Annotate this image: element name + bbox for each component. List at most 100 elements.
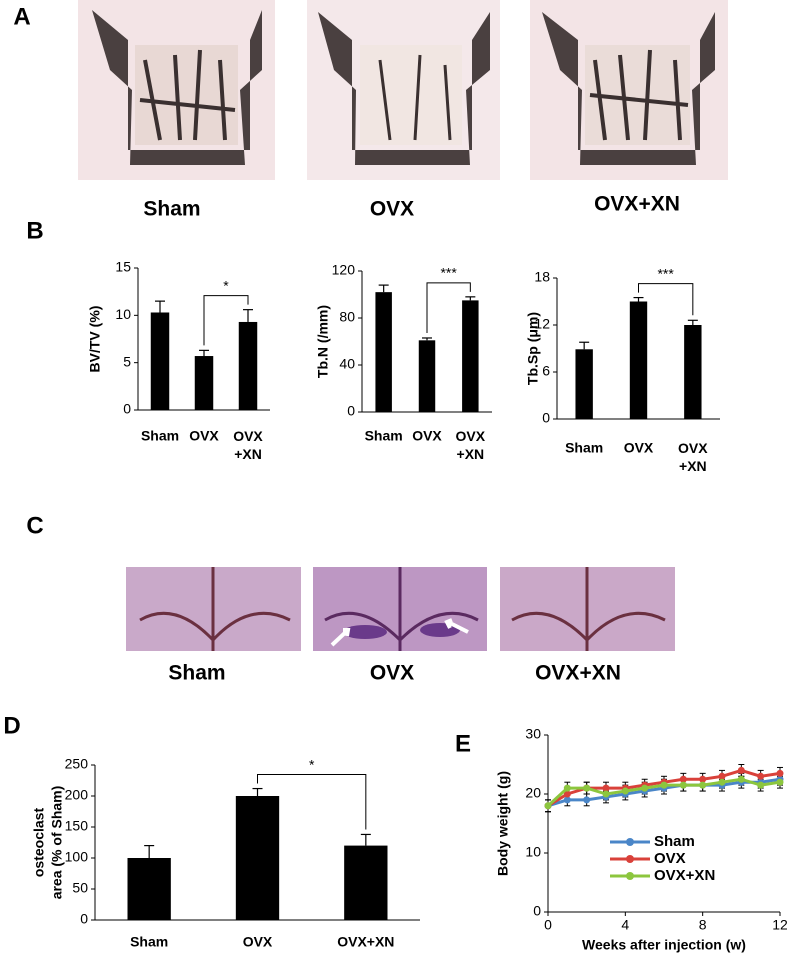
point [544, 802, 552, 810]
error-bar [155, 300, 165, 313]
histology-image [78, 0, 275, 180]
error-bar [687, 319, 698, 325]
x-tick-label: OVX+XN [233, 428, 263, 462]
y-tick-label: 20 [525, 785, 541, 801]
point [737, 775, 745, 783]
bar [418, 340, 436, 412]
y-tick-label: 15 [115, 259, 131, 275]
y-tick-label: 100 [65, 849, 89, 865]
histology-image [307, 0, 500, 180]
significance-label: *** [657, 265, 674, 281]
point [563, 784, 571, 792]
point [563, 796, 571, 804]
panel-letter: E [455, 730, 471, 757]
error-bar [378, 284, 389, 293]
x-tick-label: OVX+XN [678, 440, 708, 474]
point [641, 784, 649, 792]
image-label: Sham [168, 662, 225, 685]
point [699, 775, 707, 783]
bar [235, 796, 280, 920]
significance-label: * [309, 756, 315, 772]
significance-bracket [257, 774, 367, 830]
error-bar [422, 337, 432, 341]
bar [344, 845, 388, 920]
image-label: OVX [370, 198, 414, 221]
error-bar [360, 833, 371, 846]
y-tick-label: 200 [65, 787, 89, 803]
y-tick-label: 0 [542, 410, 550, 426]
x-tick-label: Sham [365, 428, 403, 444]
histology-images [78, 0, 728, 180]
image-label: OVX [370, 662, 414, 685]
error-bar [633, 296, 644, 302]
point [563, 790, 571, 798]
bar [194, 356, 214, 410]
y-tick-label: 10 [115, 306, 131, 322]
panel-letter: D [3, 712, 20, 739]
y-axis-label: Tb.N (/mm) [315, 305, 331, 378]
y-tick-label: 18 [534, 269, 550, 285]
bar [150, 312, 170, 410]
bar [462, 300, 479, 412]
panel-letter: C [26, 512, 43, 539]
legend-label: Sham [654, 833, 695, 850]
point [757, 772, 765, 780]
legend-label: OVX+XN [654, 867, 715, 884]
y-tick-label: 150 [65, 818, 89, 834]
point [660, 781, 668, 789]
point [718, 772, 726, 780]
x-tick-label: OVX [243, 934, 273, 950]
y-tick-label: 0 [123, 401, 131, 417]
bar [575, 349, 593, 419]
calvaria-images [126, 567, 675, 651]
significance-bracket [638, 283, 694, 316]
x-tick-label: 12 [772, 917, 787, 933]
y-tick-label: 10 [525, 844, 541, 860]
significance-label: * [223, 277, 229, 293]
x-tick-label: OVX [412, 428, 442, 444]
y-tick-label: 120 [332, 262, 356, 278]
x-tick-label: 0 [544, 917, 552, 933]
point [583, 784, 591, 792]
y-axis-label: Tb.Sp (μm) [525, 312, 541, 385]
point [737, 766, 745, 774]
point [699, 781, 707, 789]
y-tick-label: 80 [339, 309, 355, 325]
x-tick-label: OVX [189, 428, 219, 444]
calvaria-image [126, 567, 301, 651]
image-label: Sham [143, 198, 200, 221]
legend-marker [626, 872, 634, 880]
point [583, 796, 591, 804]
point [718, 778, 726, 786]
y-axis-label: BV/TV (%) [87, 306, 103, 373]
error-bar [243, 309, 253, 322]
y-axis-label: Body weight (g) [495, 771, 511, 876]
error-bar [579, 341, 590, 350]
panel-letter: A [13, 3, 30, 30]
significance-label: *** [440, 265, 457, 281]
calvaria-image [313, 567, 487, 651]
y-tick-label: 50 [72, 880, 88, 896]
significance-bracket [426, 282, 471, 333]
histology-image [530, 0, 728, 180]
point [776, 778, 784, 786]
y-tick-label: 0 [347, 403, 355, 419]
y-tick-label: 40 [339, 356, 355, 372]
y-tick-label: 30 [525, 726, 541, 742]
point [621, 787, 629, 795]
x-axis-label: Weeks after injection (w) [582, 937, 746, 953]
x-tick-label: Sham [141, 428, 179, 444]
bar [375, 292, 392, 412]
x-tick-label: 8 [699, 917, 707, 933]
error-bar [252, 787, 263, 796]
bar [238, 321, 258, 410]
error-bar [465, 296, 476, 301]
x-tick-label: 4 [621, 917, 629, 933]
y-tick-label: 5 [123, 353, 131, 369]
x-tick-label: OVX+XN [456, 428, 486, 462]
y-tick-label: 6 [542, 363, 550, 379]
bar [684, 325, 702, 419]
x-tick-label: Sham [565, 440, 603, 456]
y-tick-label: 12 [534, 316, 550, 332]
